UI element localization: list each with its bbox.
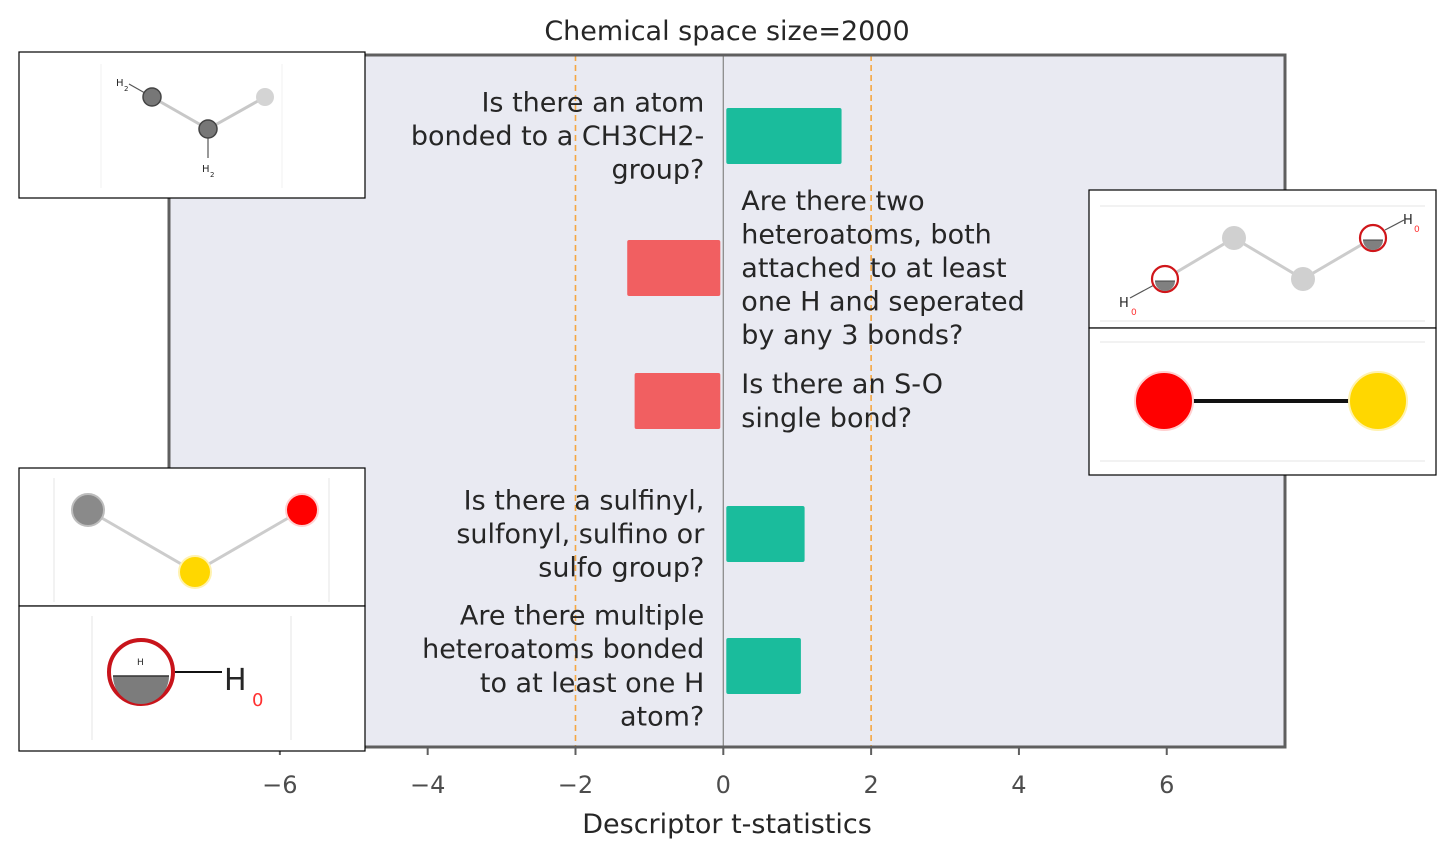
bar-4	[726, 638, 801, 694]
molecule-inset-hydroxyl: H H 0	[18, 605, 366, 752]
bar-0	[726, 108, 842, 164]
x-tick-label: 4	[1011, 771, 1026, 799]
x-tick-label: 0	[716, 771, 731, 799]
x-tick-label: −4	[410, 771, 445, 799]
molecule-inset-heteroatom-chain: H 0 H 0	[1088, 189, 1437, 329]
bar-label-4: Are there multiple heteroatoms bonded to a…	[422, 601, 704, 733]
bar-1	[627, 240, 721, 296]
bar-labels: Is there an atom bonded to a CH3CH2-group…	[411, 87, 1025, 732]
x-tick-label: 6	[1159, 771, 1174, 799]
molecule-inset-ethyl: H 2 H 2	[18, 51, 366, 199]
bar-label-3: Is there a sulfinyl, sulfonyl, sulfino or…	[456, 485, 705, 583]
atom-label: H	[1119, 296, 1129, 311]
bar-label-0: Is there an atom bonded to a CH3CH2-group…	[411, 87, 704, 185]
x-axis: −6 −4 −2 0 2 4 6	[262, 747, 1174, 799]
atom-label: H	[224, 663, 247, 698]
atom-subscript: 2	[124, 85, 128, 93]
molecule-inset-sulfinyl	[18, 467, 366, 607]
x-axis-label: Descriptor t-statistics	[582, 809, 872, 840]
atom-label: H	[202, 164, 210, 175]
atom-subscript: 2	[210, 171, 214, 179]
bars-layer	[627, 108, 842, 694]
bar-label-2: Is there an S-O single bond?	[741, 369, 943, 434]
bar-label-1: Are there two heteroatoms, both attached t…	[741, 186, 1025, 351]
atom-subscript: 0	[1414, 225, 1420, 235]
x-tick-label: 2	[863, 771, 878, 799]
atom-label: H	[116, 78, 124, 89]
bar-2	[634, 373, 721, 429]
chart-title: Chemical space size=2000	[544, 16, 909, 47]
atom-label: H	[1403, 213, 1413, 228]
bar-3	[726, 506, 805, 562]
x-tick-label: −6	[262, 771, 297, 799]
atom-subscript: 0	[252, 690, 263, 711]
lines-layer	[574, 55, 872, 747]
atom-subscript: 0	[1131, 308, 1137, 318]
x-tick-label: −2	[558, 771, 593, 799]
molecule-inset-s-o-bond	[1088, 327, 1437, 476]
atom-center-label: H	[137, 658, 144, 668]
